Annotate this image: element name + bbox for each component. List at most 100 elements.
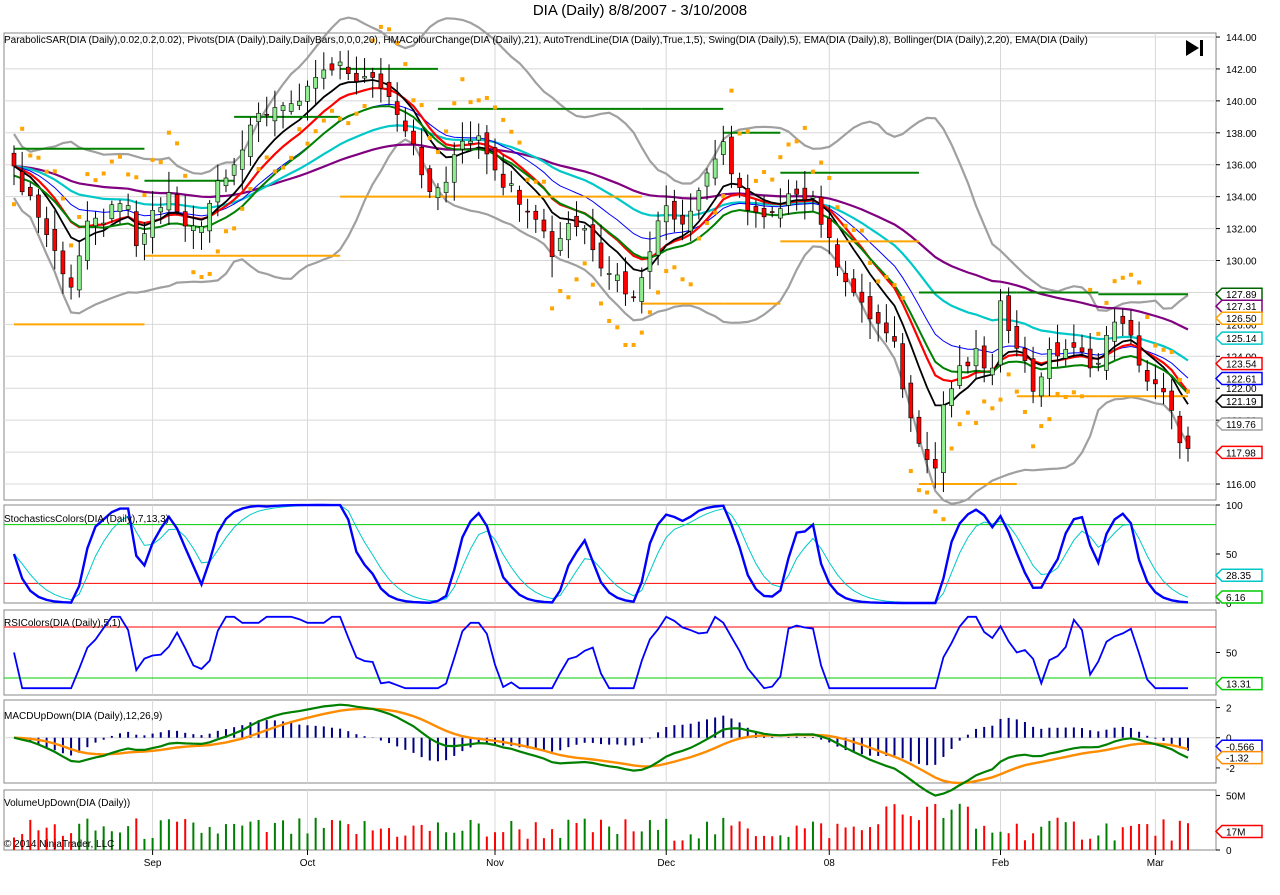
candle-body <box>174 194 180 213</box>
candle-body <box>924 449 930 460</box>
candle-body <box>451 154 457 183</box>
sar-dot <box>1169 350 1174 355</box>
candle-body <box>981 345 987 369</box>
sar-dot <box>419 103 424 108</box>
sar-dot <box>974 420 979 425</box>
candle-body <box>712 158 718 179</box>
candle-body <box>623 271 628 295</box>
candle-body <box>941 404 946 474</box>
candle-body <box>313 77 318 89</box>
sar-dot <box>884 274 889 279</box>
sar-dot <box>493 105 498 110</box>
sar-dot <box>329 108 334 113</box>
sar-dot <box>232 226 237 231</box>
sar-dot <box>468 100 473 105</box>
sar-dot <box>574 277 579 282</box>
candle-body <box>52 228 58 251</box>
candle-body <box>386 81 392 97</box>
candle-body <box>337 61 343 66</box>
y-tick-label: 138.00 <box>1226 129 1257 140</box>
candle-body <box>631 296 636 299</box>
candle-body <box>378 73 384 89</box>
sar-dot <box>44 169 49 174</box>
candle-body <box>647 251 653 272</box>
y-tick-label: 136.00 <box>1226 161 1257 172</box>
sar-dot <box>900 295 905 300</box>
candle-body <box>11 152 17 167</box>
price-value-tag-box <box>1214 331 1263 345</box>
candle-body <box>427 168 433 192</box>
y-tick-label: 2 <box>1226 704 1232 715</box>
candle-body <box>509 183 514 186</box>
sar-dot <box>1006 372 1011 377</box>
candle-body <box>468 140 473 144</box>
sar-dot <box>223 229 228 234</box>
volume-value-tag: 17M <box>1226 827 1245 838</box>
sar-dot <box>696 236 701 241</box>
sar-dot <box>876 279 881 284</box>
candle-body <box>1169 390 1174 411</box>
candle-body <box>696 190 702 211</box>
sar-dot <box>1145 315 1150 320</box>
candle-body <box>745 188 751 211</box>
sar-dot <box>762 170 767 175</box>
candle-body <box>133 211 139 247</box>
sar-dot <box>1039 424 1044 429</box>
stoch-value-tag: 28.35 <box>1226 571 1251 582</box>
sar-dot <box>272 169 277 174</box>
play-to-end-icon[interactable] <box>1186 40 1203 56</box>
candle-body <box>1128 319 1134 336</box>
volume-panel[interactable] <box>13 803 1189 850</box>
y-tick-label: 0 <box>1226 599 1232 610</box>
y-tick-label: 122.00 <box>1226 384 1257 395</box>
stochastics-panel[interactable] <box>4 503 1216 605</box>
candle-body <box>443 181 449 193</box>
sar-dot <box>827 175 832 180</box>
price-value-tag: 121.19 <box>1226 397 1257 408</box>
price-panel[interactable] <box>11 16 1191 522</box>
sar-dot <box>411 98 416 103</box>
candle-body <box>1104 335 1109 371</box>
sar-dot <box>240 206 245 211</box>
candle-body <box>1055 342 1060 357</box>
x-tick-label: Feb <box>992 858 1010 869</box>
sar-dot <box>248 186 253 191</box>
sar-dot <box>427 136 432 141</box>
sar-dot <box>721 194 726 199</box>
sar-dot <box>713 210 718 215</box>
rsi-panel[interactable] <box>4 615 1216 690</box>
stoch-k-line <box>12 503 1189 605</box>
y-tick-label: 116.00 <box>1226 480 1256 491</box>
candle-body <box>256 112 261 122</box>
sar-dot <box>639 330 644 335</box>
candle-body <box>663 205 669 223</box>
sar-dot <box>1120 275 1125 280</box>
sar-dot <box>835 205 840 210</box>
sar-dot <box>126 172 131 177</box>
candle-body <box>403 120 408 132</box>
candle-body <box>272 107 278 122</box>
sar-dot <box>362 104 367 109</box>
price-value-tag: 127.89 <box>1226 290 1257 301</box>
candle-body <box>720 141 726 155</box>
sar-dot <box>607 318 612 323</box>
macd-panel[interactable] <box>4 703 1216 797</box>
chart-title: DIA (Daily) 8/8/2007 - 3/10/2008 <box>532 2 748 19</box>
price-panel-label: ParabolicSAR(DIA (Daily),0.02,0.2,0.02),… <box>4 35 1088 46</box>
sar-dot <box>1080 394 1085 399</box>
sar-dot <box>509 129 514 134</box>
sar-dot <box>819 160 824 165</box>
sar-dot <box>370 38 375 43</box>
sar-dot <box>745 129 750 134</box>
candle-body <box>1079 347 1085 353</box>
sar-dot <box>85 172 90 177</box>
sar-dot <box>207 271 212 276</box>
macd-value-tag-box <box>1214 739 1263 754</box>
candle-body <box>680 214 685 225</box>
y-tick-label: 50 <box>1226 649 1238 660</box>
stoch-value-tag-box <box>1214 590 1263 604</box>
candle-body <box>93 217 98 227</box>
sar-dot <box>387 27 392 32</box>
candle-body <box>109 204 115 219</box>
